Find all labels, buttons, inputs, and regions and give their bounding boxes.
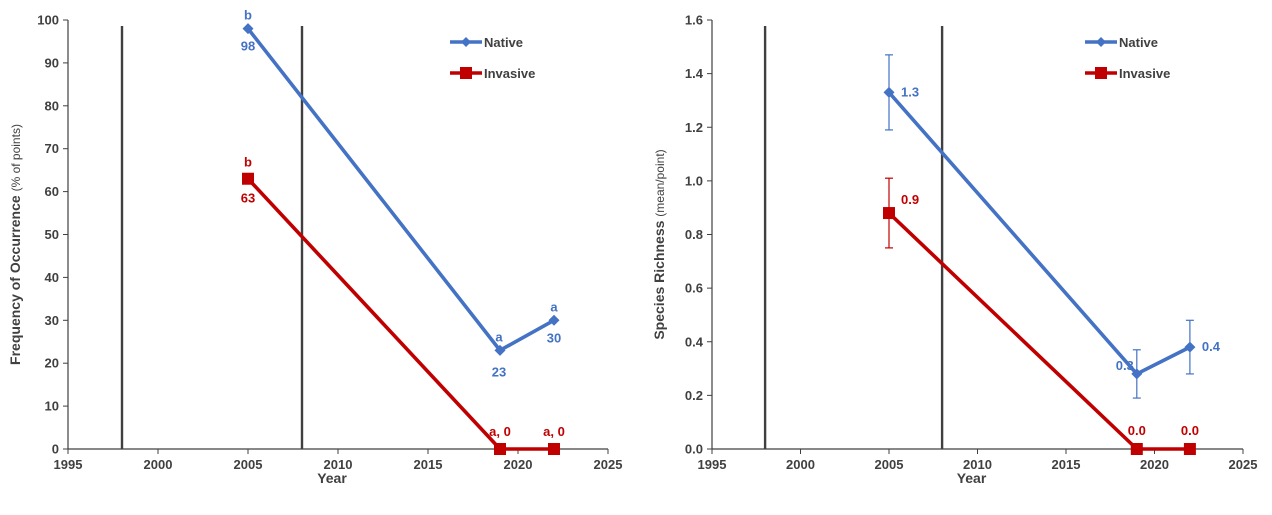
y-tick-label: 1.2: [685, 120, 703, 135]
chart-panel-1: 0 10 20 30 40 50 60 70 80 90 100 1995 2000 2005 2010 20…: [7, 8, 622, 486]
data-point-native: [494, 344, 506, 356]
x-tick-label: 2010: [324, 457, 353, 472]
chart-panel-2: 0.0 0.2 0.4 0.6 0.8 1.0 1.2 1.4 1.6 1995 2000 2005 2…: [651, 13, 1257, 487]
y-axis-title: Species Richness (mean/point): [651, 149, 667, 339]
y-axis-title-unit: (mean/point): [653, 149, 667, 216]
y-tick-label: 1.6: [685, 13, 703, 28]
x-axis-title: Year: [957, 470, 987, 486]
legend-label: Invasive: [484, 66, 535, 81]
data-point-invasive: [548, 443, 560, 455]
value-label-invasive: 0.9: [901, 192, 919, 207]
value-label-native: 23: [492, 364, 506, 379]
y-tick-label: 1.4: [685, 66, 704, 81]
series-line-native: [887, 91, 1191, 376]
x-tick-label: 2010: [963, 457, 992, 472]
y-axis-title-main: Frequency of Occurrence: [7, 195, 23, 365]
series-line-invasive: [246, 177, 554, 451]
y-tick-label: 70: [45, 141, 59, 156]
legend-marker-invasive: [1095, 67, 1107, 79]
y-axis-title: Frequency of Occurrence (% of points): [7, 124, 23, 365]
legend-marker-native: [461, 37, 471, 47]
letter-label-native: b: [244, 8, 252, 23]
x-tick-label: 2025: [594, 457, 623, 472]
x-tick-label: 2015: [1052, 457, 1081, 472]
data-point-native: [883, 86, 895, 98]
value-label-native: 0.3: [1116, 358, 1134, 373]
data-point-invasive: [494, 443, 506, 455]
y-tick-label: 20: [45, 356, 59, 371]
data-point-invasive: [1130, 443, 1143, 455]
letter-label-native: a: [550, 299, 558, 314]
y-tick-label: 30: [45, 313, 59, 328]
y-tick-label: 1.0: [685, 173, 703, 188]
value-label-invasive: 63: [241, 191, 255, 206]
x-tick-label: 2005: [234, 457, 263, 472]
y-tick-label: 0.0: [685, 442, 703, 457]
x-tick-label: 2020: [1140, 457, 1169, 472]
data-point-native: [1184, 341, 1196, 353]
value-label-native: 98: [241, 39, 255, 54]
y-tick-label: 0.8: [685, 227, 703, 242]
letter-label-native: a: [495, 329, 503, 344]
y-axis-title-main: Species Richness: [651, 220, 667, 339]
y-tick-label: 50: [45, 227, 59, 242]
y-tick-label: 100: [37, 13, 59, 28]
data-point-native: [548, 314, 560, 326]
legend-label: Native: [484, 35, 523, 50]
legend: Native Invasive: [450, 35, 535, 81]
letter-label-invasive: a, 0: [543, 424, 565, 439]
value-label-native: 1.3: [901, 84, 919, 99]
value-label-invasive: 0.0: [1181, 423, 1199, 438]
x-tick-label: 2020: [504, 457, 533, 472]
data-point-invasive: [242, 172, 254, 185]
data-point-native: [242, 23, 254, 35]
y-tick-label: 60: [45, 184, 59, 199]
x-tick-label: 2015: [414, 457, 443, 472]
legend: Native Invasive: [1085, 35, 1170, 81]
data-point-invasive: [1183, 443, 1196, 455]
series-native: b 98 a 23 a 30: [241, 8, 561, 380]
series-native: 1.3 0.3 0.4: [883, 54, 1221, 399]
value-label-native: 0.4: [1202, 339, 1221, 354]
x-tick-label: 2000: [144, 457, 173, 472]
value-label-invasive: 0.0: [1128, 423, 1146, 438]
series-invasive: b 63 a, 0 a, 0: [241, 155, 565, 455]
y-tick-label: 0.6: [685, 281, 703, 296]
x-tick-label: 2025: [1229, 457, 1258, 472]
y-tick-label: 90: [45, 55, 59, 70]
y-tick-label: 80: [45, 98, 59, 113]
y-tick-label: 0.2: [685, 388, 703, 403]
data-point-invasive: [883, 207, 895, 220]
series-invasive: 0.9 0.0 0.0: [883, 177, 1199, 455]
y-tick-label: 0: [52, 442, 59, 457]
legend-marker-invasive: [460, 67, 472, 79]
series-line-invasive: [887, 211, 1190, 451]
data-point-native: [1131, 368, 1143, 380]
legend-label: Native: [1119, 35, 1158, 50]
legend-marker-native: [1096, 37, 1106, 47]
x-tick-label: 2005: [875, 457, 904, 472]
y-axis-title-unit: (% of points): [9, 124, 23, 191]
letter-label-invasive: a, 0: [489, 424, 511, 439]
letter-label-invasive: b: [244, 155, 252, 170]
x-tick-label: 2000: [786, 457, 815, 472]
value-label-native: 30: [547, 330, 561, 345]
x-tick-label: 1995: [54, 457, 83, 472]
legend-label: Invasive: [1119, 66, 1170, 81]
y-tick-label: 0.4: [685, 334, 704, 349]
y-tick-label: 40: [45, 270, 59, 285]
x-tick-label: 1995: [698, 457, 727, 472]
x-axis-title: Year: [317, 470, 347, 486]
y-tick-label: 10: [45, 399, 59, 414]
